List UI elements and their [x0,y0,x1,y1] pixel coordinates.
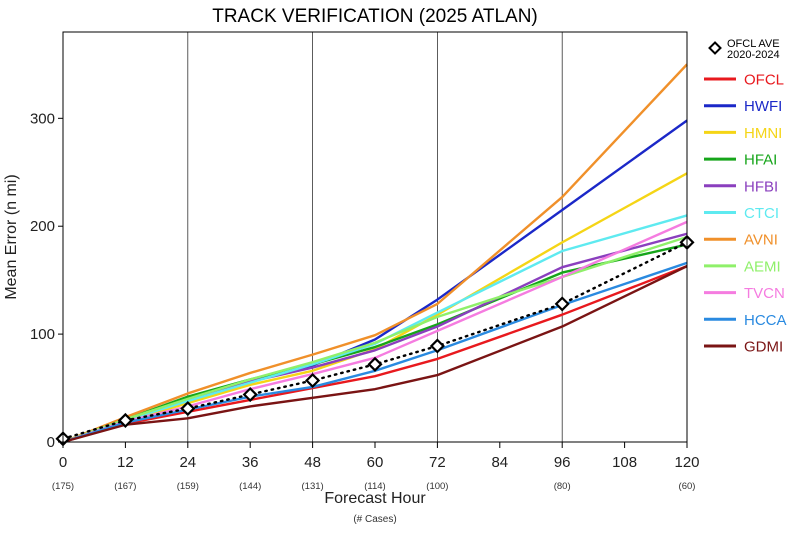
legend-label-avni: AVNI [744,232,778,249]
x-axis-ticks: 0 12 24 36 48 60 72 84 96 108 120 [59,442,700,471]
y-tick-label-100: 100 [30,326,55,343]
legend-marker-ofcl-ave [708,41,722,55]
series-line-gdmi [62,265,688,444]
legend-label-ofcl: OFCL [744,72,784,89]
case-counts: (175) (167) (159) (144) (131) (114) (100) (80) (… [52,481,696,492]
y-tick-label-200: 200 [30,218,55,235]
y-tick-label-300: 300 [30,110,55,127]
legend-label-hfai: HFAI [744,152,777,169]
legend-label-ctci: CTCI [744,205,779,222]
x-tick-label-60: 60 [367,454,384,471]
y-axis-label: Mean Error (n mi) [3,174,20,299]
series-line-aemi [62,235,688,444]
series-line-avni [62,63,688,444]
reference-point-24 [180,400,196,417]
x-tick-label-108: 108 [612,454,637,471]
legend-label-hmni: HMNI [744,125,782,142]
legend-label-hfbi: HFBI [744,178,778,195]
case-count-48: (131) [302,481,324,492]
legend-label-tvcn: TVCN [744,285,785,302]
reference-point-48 [305,372,321,389]
reference-point-60 [367,356,383,372]
y-axis-ticks: 0 100 200 300 [30,110,63,451]
case-count-72: (100) [426,481,448,492]
series-line-ctci [62,214,688,444]
legend-label-gdmi: GDMI [744,339,783,356]
x-tick-label-72: 72 [429,454,446,471]
reference-line-ofcl-ave [61,241,689,440]
legend-label-hwfi: HWFI [744,98,782,115]
chart-title: TRACK VERIFICATION (2025 ATLAN) [212,6,538,27]
x-tick-label-48: 48 [304,454,321,471]
case-count-12: (167) [114,481,136,492]
legend-label-ofcl-ave-years: 2020-2024 [727,49,780,61]
series-lines [62,63,688,444]
x-tick-label-36: 36 [242,454,259,471]
x-axis-sublabel: (# Cases) [353,514,396,525]
x-tick-label-96: 96 [554,454,571,471]
x-tick-label-24: 24 [179,454,196,471]
case-count-24: (159) [177,481,199,492]
x-tick-label-0: 0 [59,454,67,471]
case-count-96: (80) [554,481,571,492]
series-line-hwfi [62,119,688,444]
case-count-60: (114) [364,481,385,492]
case-count-36: (144) [239,481,261,492]
x-axis-label: Forecast Hour [324,490,426,507]
case-count-120: (60) [679,481,696,492]
legend-label-ofcl-ave: OFCL AVE [727,38,780,50]
case-count-0: (175) [52,481,74,492]
x-tick-label-84: 84 [491,454,508,471]
y-tick-label-0: 0 [47,434,55,451]
legend-label-aemi: AEMI [744,258,781,275]
reference-point-36 [242,386,258,403]
x-tick-label-120: 120 [674,454,699,471]
x-tick-label-12: 12 [117,454,134,471]
plot-frame [62,31,688,443]
series-line-hmni [62,172,688,444]
reference-point-72 [429,338,445,354]
reference-point-96 [554,296,570,312]
reference-point-12 [117,412,133,428]
legend-label-hcca: HCCA [744,312,787,329]
